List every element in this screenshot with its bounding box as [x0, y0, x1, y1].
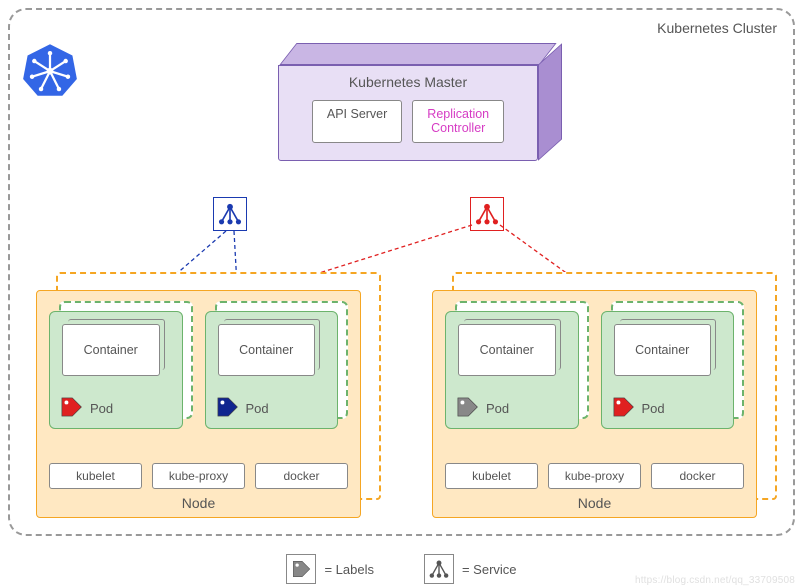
legend-service-text: = Service — [462, 562, 517, 577]
tag-icon — [454, 394, 480, 420]
pod-label: Pod — [246, 401, 269, 416]
node-service-kube-proxy: kube-proxy — [152, 463, 245, 489]
node-title: Node — [433, 495, 756, 511]
node-service-docker: docker — [651, 463, 744, 489]
kubernetes-logo-icon — [22, 42, 78, 98]
pods-row: Container Pod Container — [445, 301, 744, 431]
replication-line1: Replication — [427, 107, 489, 121]
pods-row: Container Pod Container — [49, 301, 348, 431]
pod-0-1: Container Pod — [205, 301, 349, 431]
legend-service-icon — [424, 554, 454, 584]
tag-icon — [214, 394, 240, 420]
container-box: Container — [218, 324, 316, 376]
pod-1-1: Container Pod — [601, 301, 745, 431]
node-service-kubelet: kubelet — [49, 463, 142, 489]
master-top-face — [279, 43, 556, 65]
node-service-kubelet: kubelet — [445, 463, 538, 489]
api-server-box: API Server — [312, 100, 402, 143]
master-title: Kubernetes Master — [279, 74, 537, 90]
pod-body: Container Pod — [205, 311, 339, 429]
container-box: Container — [614, 324, 712, 376]
node-body: Container Pod Container — [36, 290, 361, 518]
legend-tag-icon — [286, 554, 316, 584]
node-service-kube-proxy: kube-proxy — [548, 463, 641, 489]
pod-body: Container Pod — [601, 311, 735, 429]
pod-body: Container Pod — [49, 311, 183, 429]
pod-label: Pod — [642, 401, 665, 416]
node-services-row: kubelet kube-proxy docker — [445, 463, 744, 489]
container-box: Container — [458, 324, 556, 376]
tag-icon — [58, 394, 84, 420]
replication-controller-box: Replication Controller — [412, 100, 504, 143]
master-front-face: Kubernetes Master API Server Replication… — [278, 65, 538, 161]
pod-label: Pod — [486, 401, 509, 416]
replication-line2: Controller — [431, 121, 485, 135]
container-box: Container — [62, 324, 160, 376]
node-0: Container Pod Container — [36, 272, 381, 522]
node-services-row: kubelet kube-proxy docker — [49, 463, 348, 489]
node-service-docker: docker — [255, 463, 348, 489]
master-side-face — [538, 43, 562, 161]
pod-0-0: Container Pod — [49, 301, 193, 431]
legend-labels: = Labels — [286, 554, 374, 584]
legend-labels-text: = Labels — [324, 562, 374, 577]
pod-1-0: Container Pod — [445, 301, 589, 431]
master-box: Kubernetes Master API Server Replication… — [278, 43, 568, 163]
watermark: https://blog.csdn.net/qq_33709508 — [635, 575, 795, 586]
legend-service: = Service — [424, 554, 517, 584]
pod-body: Container Pod — [445, 311, 579, 429]
node-title: Node — [37, 495, 360, 511]
node-body: Container Pod Container — [432, 290, 757, 518]
cluster-title: Kubernetes Cluster — [657, 20, 777, 36]
tag-icon — [610, 394, 636, 420]
service-icon-blue — [213, 197, 247, 231]
service-icon-red — [470, 197, 504, 231]
node-1: Container Pod Container — [432, 272, 777, 522]
pod-label: Pod — [90, 401, 113, 416]
